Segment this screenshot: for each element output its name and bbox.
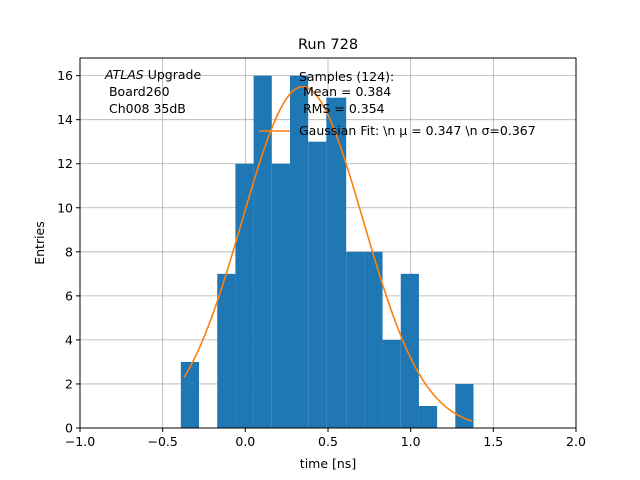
y-tick-label: 14 <box>57 112 73 127</box>
histogram-bar <box>364 251 383 428</box>
y-tick-label: 6 <box>65 288 73 303</box>
y-tick-label: 2 <box>65 376 73 391</box>
y-tick-label: 16 <box>57 68 73 83</box>
legend-fit-label: Gaussian Fit: \n μ = 0.347 \n σ=0.367 <box>299 123 536 138</box>
histogram-bar <box>180 361 200 428</box>
histogram-bar <box>271 163 290 428</box>
channel-label: Ch008 35dB <box>105 101 186 116</box>
histogram-bar <box>418 405 438 428</box>
x-tick-label: −1.0 <box>65 434 95 449</box>
mean-value: Mean = 0.384 <box>303 84 391 99</box>
stats-box: Samples (124): Mean = 0.384 RMS = 0.354 <box>299 69 394 116</box>
x-tick-label: 2.0 <box>566 434 586 449</box>
y-axis-label: Entries <box>32 221 47 265</box>
x-tick-label: −0.5 <box>147 434 177 449</box>
rms-value: RMS = 0.354 <box>303 101 385 116</box>
y-axis-ticks: 0 2 4 6 8 10 12 14 16 <box>57 68 80 436</box>
legend: Gaussian Fit: \n μ = 0.347 \n σ=0.367 <box>259 123 536 138</box>
chart-title: Run 728 <box>298 37 358 53</box>
x-tick-label: 1.0 <box>401 434 421 449</box>
histogram-bar <box>253 75 272 428</box>
experiment-annotation: ATLAS Upgrade Board260 Ch008 35dB <box>104 67 201 116</box>
histogram-bar <box>217 273 236 428</box>
experiment-label: ATLAS Upgrade <box>104 67 201 82</box>
y-tick-label: 10 <box>57 200 73 215</box>
histogram-bar <box>289 75 309 428</box>
x-tick-label: 0.5 <box>318 434 338 449</box>
y-tick-label: 8 <box>65 244 73 259</box>
histogram-bar <box>346 251 365 428</box>
y-tick-label: 4 <box>65 332 73 347</box>
x-axis-label: time [ns] <box>300 456 356 471</box>
histogram-bar <box>400 273 419 428</box>
board-label: Board260 <box>105 84 170 99</box>
fit-curve-layer <box>183 85 473 422</box>
histogram-bar <box>235 163 254 428</box>
histogram-bar <box>382 339 401 428</box>
histogram-bar <box>326 97 347 429</box>
samples-count: Samples (124): <box>299 69 394 84</box>
gaussian-fit-curve <box>183 85 473 422</box>
experiment-suffix: Upgrade <box>144 67 202 82</box>
experiment-name: ATLAS <box>104 67 144 82</box>
histogram-bar <box>455 383 474 428</box>
y-tick-label: 12 <box>57 156 73 171</box>
histogram-bar <box>308 141 327 428</box>
y-tick-label: 0 <box>65 421 73 436</box>
x-axis-ticks: −1.0 −0.5 0.0 0.5 1.0 1.5 2.0 <box>65 428 586 449</box>
x-tick-label: 0.0 <box>235 434 255 449</box>
x-tick-label: 1.5 <box>483 434 503 449</box>
